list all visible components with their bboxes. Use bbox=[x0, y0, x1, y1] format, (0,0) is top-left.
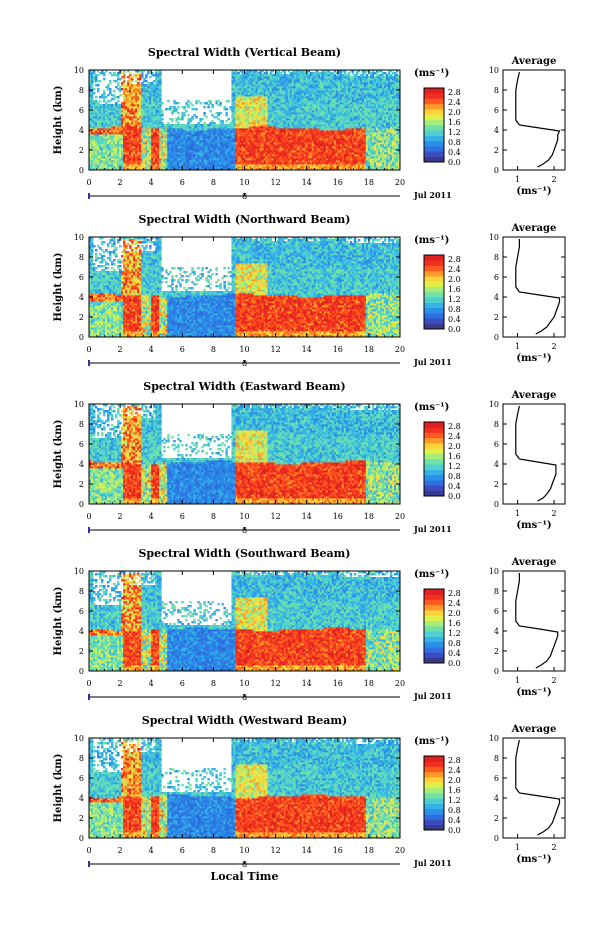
heatmap-cell bbox=[109, 88, 111, 90]
heatmap-cell bbox=[227, 100, 229, 102]
heatmap-cell bbox=[209, 110, 211, 112]
heatmap-cell bbox=[201, 118, 203, 120]
heatmap-cell bbox=[117, 100, 119, 102]
heatmap-cell bbox=[225, 112, 227, 114]
heatmap-cell bbox=[177, 112, 179, 114]
heatmap-cell bbox=[187, 114, 189, 116]
heatmap-cell bbox=[109, 80, 111, 82]
heatmap-cell bbox=[95, 96, 97, 98]
heatmap-cell bbox=[199, 102, 201, 104]
heatmap-cell bbox=[161, 118, 163, 120]
heatmap-cell bbox=[161, 110, 163, 112]
heatmap-cell bbox=[227, 118, 229, 120]
heatmap-cell bbox=[191, 104, 193, 106]
heatmap-cell bbox=[221, 120, 223, 122]
panel-title: Spectral Width (Vertical Beam) bbox=[148, 46, 341, 59]
heatmap-cell bbox=[185, 110, 187, 112]
heatmap-cell bbox=[93, 92, 95, 94]
heatmap-cell bbox=[103, 90, 105, 92]
heatmap-cell bbox=[103, 78, 105, 80]
heatmap-cell bbox=[97, 88, 99, 90]
heatmap-cell bbox=[129, 72, 131, 74]
heatmap-cell bbox=[209, 100, 211, 102]
heatmap-cell bbox=[219, 102, 221, 104]
heatmap-cell bbox=[99, 80, 101, 82]
heatmap-cell bbox=[97, 84, 99, 86]
heatmap-cell bbox=[167, 100, 169, 102]
heatmap-cell bbox=[99, 100, 101, 102]
heatmap-cell bbox=[203, 106, 205, 108]
heatmap-cell bbox=[117, 82, 119, 84]
heatmap-cell bbox=[205, 116, 207, 118]
heatmap-cell bbox=[225, 108, 227, 110]
heatmap-cell bbox=[93, 88, 95, 90]
heatmap-cell bbox=[113, 90, 115, 92]
heatmap-cell bbox=[211, 104, 213, 106]
heatmap-cell bbox=[195, 116, 197, 118]
heatmap-cell bbox=[171, 118, 173, 120]
heatmap-cell bbox=[203, 112, 205, 114]
panel-1: Spectral Width (Vertical Beam)0 2 4 6 8 10 12 1… bbox=[53, 46, 565, 201]
heatmap-cell bbox=[177, 106, 179, 108]
heatmap-cell bbox=[219, 112, 221, 114]
heatmap-cell bbox=[195, 108, 197, 110]
heatmap-cell bbox=[161, 102, 163, 104]
heatmap-cells bbox=[89, 70, 400, 170]
heatmap-cell bbox=[177, 102, 179, 104]
